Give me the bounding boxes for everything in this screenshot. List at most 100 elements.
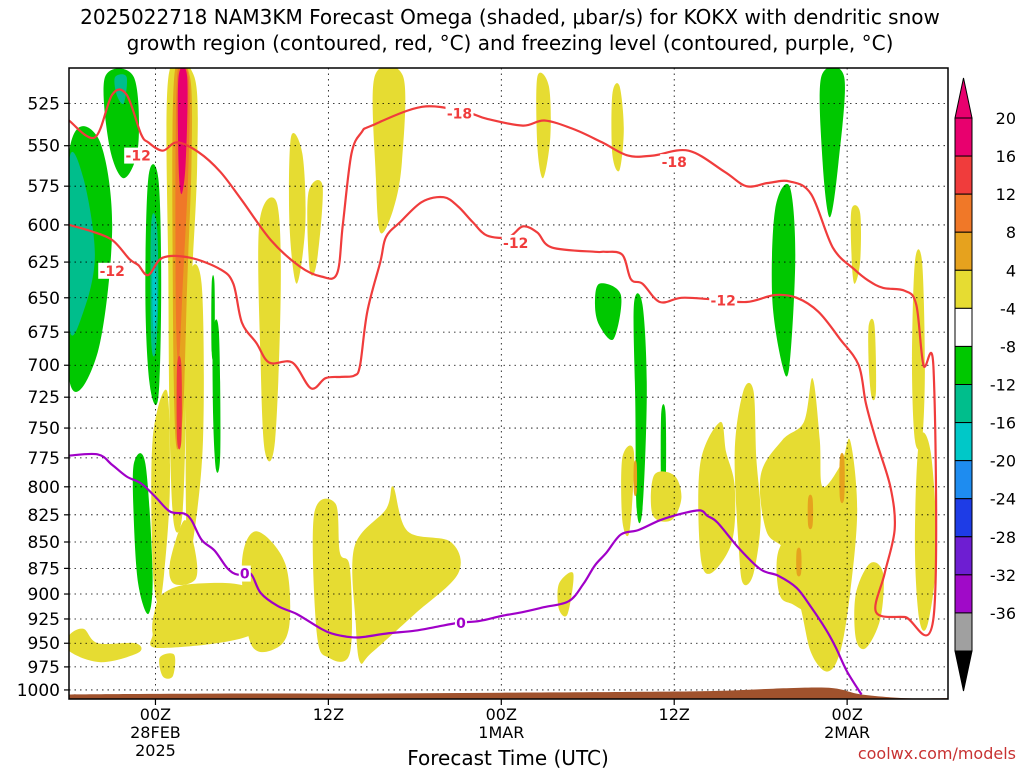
freezing-level-label: 0 [456, 616, 466, 632]
colorbar-band [954, 460, 973, 500]
colorbar-label: -32 [990, 566, 1016, 585]
omega-area [771, 183, 796, 377]
omega-area [850, 205, 862, 284]
omega-area [839, 452, 845, 504]
plot-frame [68, 67, 949, 700]
y-tick-label: 875 [28, 559, 60, 579]
dendritic-contour-label: -12 [503, 236, 528, 252]
omega-area [69, 151, 95, 336]
colorbar-band [954, 574, 973, 614]
colorbar-top-arrow [954, 77, 973, 119]
omega-area [372, 68, 406, 234]
omega-area [258, 197, 281, 462]
y-axis: 525 550 575 600 625 650 675 700 725 750 775 800 825 8… [17, 94, 69, 701]
x-axis-label: Forecast Time (UTC) [407, 746, 609, 768]
y-tick-label: 850 [28, 533, 60, 553]
freezing-level-line [69, 452, 863, 696]
colorbar-label: 4 [1006, 261, 1016, 280]
omega-area [212, 319, 221, 473]
omega-area [734, 382, 761, 586]
colorbar-band [954, 307, 973, 347]
omega-shading [69, 68, 937, 679]
x-tick-label: 1MAR [478, 723, 524, 742]
colorbar-band [954, 422, 973, 462]
y-tick-label: 750 [28, 419, 60, 439]
omega-area [352, 486, 461, 664]
y-tick-label: 525 [28, 94, 60, 114]
colorbar-bottom-arrow [954, 650, 973, 692]
y-tick-label: 725 [28, 388, 60, 408]
dendritic-contour-label-bg [709, 292, 738, 309]
omega-area [698, 421, 736, 574]
credit-link[interactable]: coolwx.com/models [858, 744, 1016, 763]
colorbar-label: -24 [990, 490, 1016, 509]
x-tick-label: 00Z [140, 705, 171, 724]
omega-area [177, 68, 188, 195]
colorbar-band [954, 231, 973, 271]
colorbar-band [954, 155, 973, 195]
omega-area [288, 132, 306, 284]
dendritic-contour-label-bg [445, 105, 474, 122]
y-tick-label: 550 [28, 137, 60, 157]
colorbar-label: -36 [990, 604, 1016, 623]
omega-area [132, 453, 153, 615]
x-tick-label: 2025 [135, 741, 176, 760]
y-tick-label: 975 [28, 658, 60, 678]
colorbar-label: -4 [1000, 299, 1016, 318]
dendritic-contour-label-bg [98, 262, 127, 279]
omega-area [211, 275, 215, 361]
y-tick-label: 675 [28, 323, 60, 343]
colorbar-band [954, 612, 973, 652]
colorbar-label: -20 [990, 452, 1016, 471]
dendritic-contour-label: -18 [662, 155, 687, 171]
y-tick-label: 625 [28, 253, 60, 273]
y-tick-label: 900 [28, 585, 60, 605]
omega-area [169, 520, 198, 586]
dendritic-contour-label: -12 [126, 149, 151, 165]
omega-area [69, 628, 142, 663]
x-tick-label: 00Z [486, 705, 517, 724]
omega-area [151, 389, 171, 605]
colorbar-label: -16 [990, 414, 1016, 433]
omega-area [557, 572, 574, 617]
dendritic-contour-label-bg [660, 154, 689, 171]
x-tick-label: 00Z [831, 705, 862, 724]
omega-area [633, 293, 647, 524]
dendritic-contour-line [69, 88, 938, 637]
y-tick-label: 650 [28, 289, 60, 309]
ground-layer [69, 687, 948, 699]
omega-area [150, 582, 262, 648]
y-tick-label: 800 [28, 478, 60, 498]
omega-area [307, 180, 323, 276]
freezing-level-label: 0 [240, 567, 250, 583]
colorbar-label: -12 [990, 376, 1016, 395]
y-tick-label: 600 [28, 216, 60, 236]
colorbar-band [954, 536, 973, 576]
colorbar-band [954, 384, 973, 424]
dendritic-contour-label-bg [501, 234, 530, 251]
omega-area [633, 460, 638, 497]
dendritic-contour-label: -12 [100, 264, 125, 280]
omega-area [621, 445, 635, 537]
omega-area [912, 249, 925, 450]
colorbar-band [954, 498, 973, 538]
y-tick-label: 925 [28, 610, 60, 630]
y-tick-label: 950 [28, 634, 60, 654]
omega-area [776, 530, 814, 611]
x-tick-label: 12Z [313, 705, 344, 724]
contour-lines [69, 88, 938, 696]
colorbar-band [954, 193, 973, 233]
y-tick-label: 575 [28, 177, 60, 197]
omega-area [611, 83, 624, 172]
omega-area [807, 494, 814, 530]
x-tick-label: 28FEB [130, 723, 181, 742]
contour-labels: -18 -18 -12 -12 -12 -12 0 0 [98, 105, 738, 632]
x-tick-label: 12Z [659, 705, 690, 724]
colorbar-label: 12 [996, 185, 1016, 204]
omega-area [854, 562, 884, 650]
omega-area [914, 432, 937, 631]
ground-surface [69, 687, 948, 699]
